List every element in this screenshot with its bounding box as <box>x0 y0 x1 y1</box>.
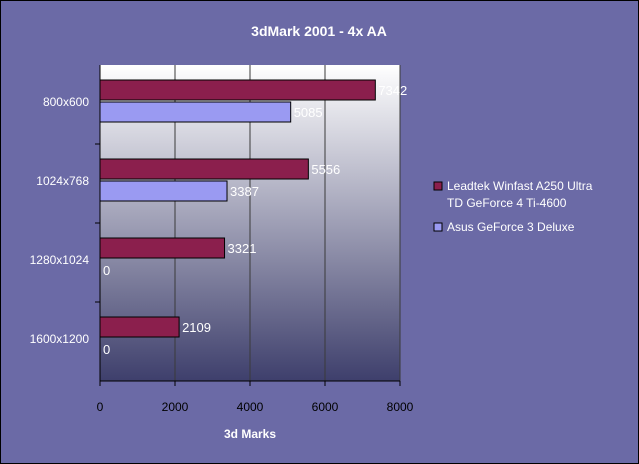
chart-title: 3dMark 2001 - 4x AA <box>251 23 387 39</box>
bar <box>99 316 180 338</box>
legend-label: TD GeForce 4 Ti-4600 <box>447 196 567 210</box>
x-tick-label: 2000 <box>162 400 189 414</box>
bar <box>99 237 226 259</box>
bar-value-label: 3387 <box>230 184 259 199</box>
bar-value-label: 5085 <box>294 105 323 120</box>
category-label: 1024x768 <box>36 174 89 188</box>
bar-value-label: 5556 <box>311 162 340 177</box>
bar-value-label: 0 <box>103 263 110 278</box>
x-tick-label: 8000 <box>387 400 414 414</box>
x-axis-label: 3d Marks <box>224 427 276 441</box>
legend-label: Asus GeForce 3 Deluxe <box>447 220 575 234</box>
legend: Leadtek Winfast A250 Ultra TD GeForce 4 T… <box>433 179 593 234</box>
x-tick-label: 0 <box>97 400 104 414</box>
bar-value-label: 7342 <box>378 83 407 98</box>
legend-swatch <box>433 222 443 232</box>
bar-value-label: 2109 <box>182 320 211 335</box>
category-label: 1280x1024 <box>30 253 90 267</box>
bar-value-label: 3321 <box>228 241 257 256</box>
bar-value-label: 0 <box>103 342 110 357</box>
x-tick-label: 4000 <box>237 400 264 414</box>
x-tick-label: 6000 <box>312 400 339 414</box>
bar <box>99 180 228 202</box>
category-label: 800x600 <box>43 95 89 109</box>
legend-label: Leadtek Winfast A250 Ultra <box>447 179 593 193</box>
bar <box>99 79 376 101</box>
legend-swatch <box>433 181 443 191</box>
category-label: 1600x1200 <box>30 332 90 346</box>
bar <box>99 101 292 123</box>
bar <box>99 158 309 180</box>
